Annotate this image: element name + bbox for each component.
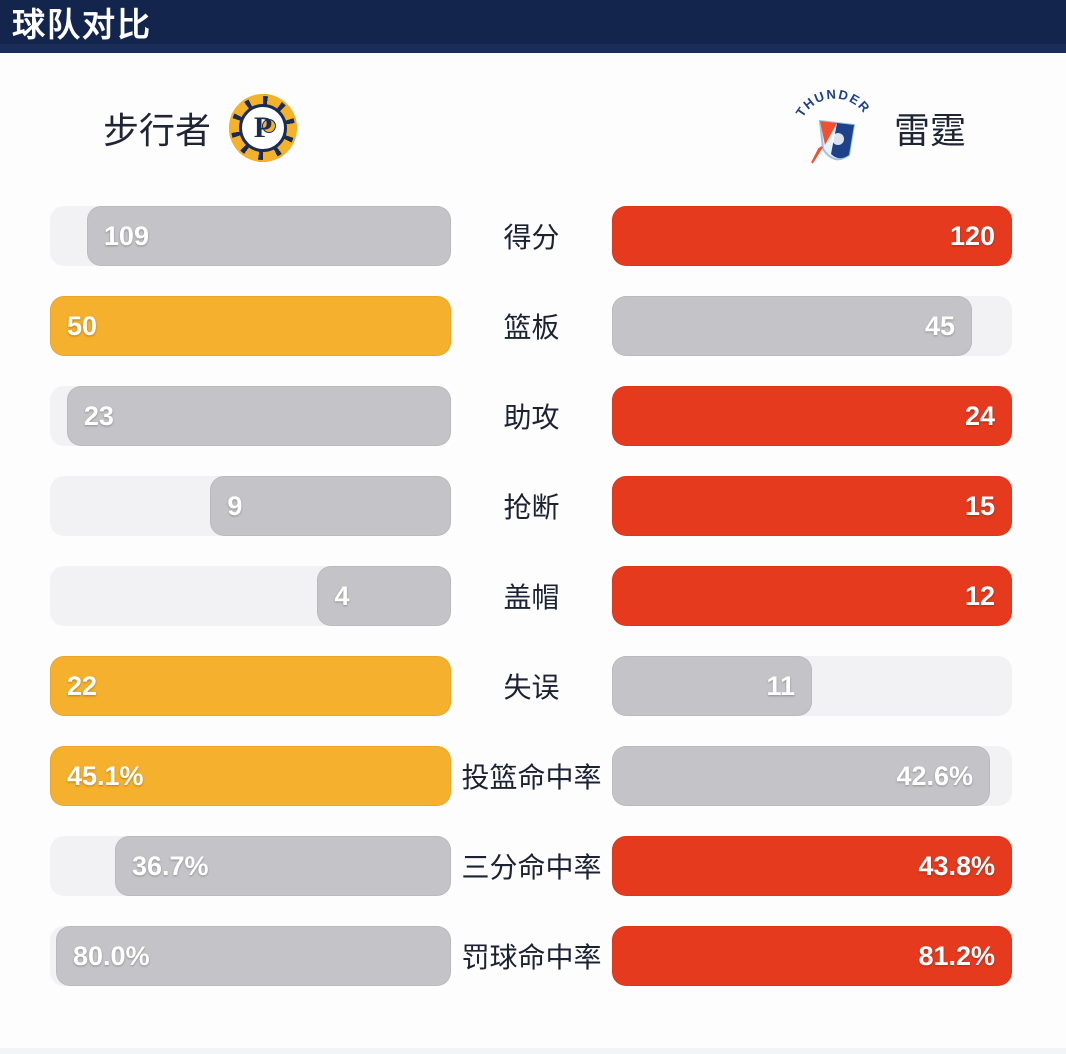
right-team-value: 45	[924, 310, 955, 341]
team-right-name: 雷霆	[893, 110, 966, 151]
left-team-bar-fill: 22	[50, 656, 451, 716]
right-team-bar: 81.2%	[612, 926, 1012, 986]
right-team-bar: 120	[612, 206, 1012, 266]
stats-comparison-list: 109 得分 120 50 篮板 45 23 助攻	[0, 206, 1066, 986]
pacers-logo-icon: P	[229, 94, 298, 162]
left-team-value: 23	[83, 400, 114, 431]
right-team-value: 15	[964, 490, 995, 521]
right-team-bar: 24	[612, 386, 1012, 446]
left-team-bar-fill: 36.7%	[114, 836, 451, 896]
right-team-bar-fill: 42.6%	[612, 746, 990, 806]
page-title: 球队对比	[12, 6, 152, 43]
left-team-bar-fill: 50	[50, 296, 451, 356]
left-team-bar: 9	[50, 476, 451, 536]
right-team-bar-fill: 120	[612, 206, 1012, 266]
left-team-bar: 50	[50, 296, 451, 356]
left-team-bar-fill: 109	[86, 206, 451, 266]
pacers-ball-icon	[262, 119, 277, 133]
page-header: 球队对比	[0, 0, 1066, 53]
right-team-bar-fill: 15	[612, 476, 1012, 536]
team-left: 步行者 P	[103, 94, 298, 162]
stat-label: 助攻	[503, 402, 560, 433]
stat-row: 9 抢断 15	[50, 476, 1012, 536]
right-team-bar-fill: 11	[612, 656, 812, 716]
right-team-value: 43.8%	[918, 850, 995, 881]
left-team-bar-fill: 9	[210, 476, 451, 536]
stat-row: 36.7% 三分命中率 43.8%	[50, 836, 1012, 896]
left-team-value: 22	[67, 670, 98, 701]
left-team-bar: 4	[50, 566, 451, 626]
left-team-bar-fill: 23	[66, 386, 451, 446]
stat-label: 得分	[503, 222, 560, 253]
right-team-value: 42.6%	[896, 760, 973, 791]
stat-row: 50 篮板 45	[50, 296, 1012, 356]
right-team-bar-fill: 12	[612, 566, 1012, 626]
right-team-bar-fill: 45	[612, 296, 972, 356]
stat-label: 抢断	[503, 492, 560, 523]
left-team-value: 36.7%	[131, 850, 209, 881]
stat-label: 失误	[503, 672, 560, 703]
right-team-bar-fill: 24	[612, 386, 1012, 446]
left-team-bar: 109	[50, 206, 451, 266]
pacers-p-letter: P	[253, 111, 273, 144]
right-team-bar: 12	[612, 566, 1012, 626]
left-team-bar: 22	[50, 656, 451, 716]
stat-label: 罚球命中率	[461, 942, 602, 973]
stat-label: 篮板	[503, 312, 560, 343]
team-left-name: 步行者	[103, 110, 212, 151]
right-team-bar: 45	[612, 296, 1012, 356]
stat-row: 4 盖帽 12	[50, 566, 1012, 626]
thunder-logo-icon: THUNDER	[793, 86, 874, 164]
footer-strip	[0, 1048, 1066, 1054]
left-team-bar: 23	[50, 386, 451, 446]
left-team-value: 80.0%	[73, 940, 150, 971]
right-team-bar: 42.6%	[612, 746, 1012, 806]
left-team-bar-fill: 4	[317, 566, 451, 626]
right-team-bar: 43.8%	[612, 836, 1012, 896]
right-team-bar-fill: 81.2%	[612, 926, 1012, 986]
left-team-value: 4	[334, 580, 350, 611]
left-team-value: 9	[227, 490, 243, 521]
right-team-value: 12	[964, 580, 995, 611]
right-team-value: 81.2%	[918, 940, 995, 971]
left-team-bar-fill: 80.0%	[56, 926, 451, 986]
stat-label: 盖帽	[503, 582, 560, 613]
right-team-bar: 15	[612, 476, 1012, 536]
stat-row: 23 助攻 24	[50, 386, 1012, 446]
stat-row: 80.0% 罚球命中率 81.2%	[50, 926, 1012, 986]
stat-row: 22 失误 11	[50, 656, 1012, 716]
left-team-bar: 36.7%	[50, 836, 451, 896]
right-team-value: 24	[964, 400, 995, 431]
left-team-bar: 80.0%	[50, 926, 451, 986]
left-team-bar-fill: 45.1%	[50, 746, 451, 806]
right-team-bar: 11	[612, 656, 1012, 716]
pacers-logo-inner: P	[239, 104, 288, 152]
right-team-value: 120	[949, 220, 995, 251]
left-team-bar: 45.1%	[50, 746, 451, 806]
stat-label: 投篮命中率	[461, 762, 602, 793]
left-team-value: 45.1%	[67, 760, 144, 791]
right-team-bar-fill: 43.8%	[612, 836, 1012, 896]
stat-row: 109 得分 120	[50, 206, 1012, 266]
svg-text:THUNDER: THUNDER	[793, 86, 874, 119]
team-right: THUNDER 雷霆	[792, 85, 966, 171]
team-header-row: 步行者 P THUNDER 雷霆	[0, 86, 1066, 170]
stat-label: 三分命中率	[461, 852, 602, 883]
right-team-value: 11	[766, 670, 795, 701]
stat-row: 45.1% 投篮命中率 42.6%	[50, 746, 1012, 806]
left-team-value: 50	[67, 310, 98, 341]
left-team-value: 109	[103, 220, 149, 251]
